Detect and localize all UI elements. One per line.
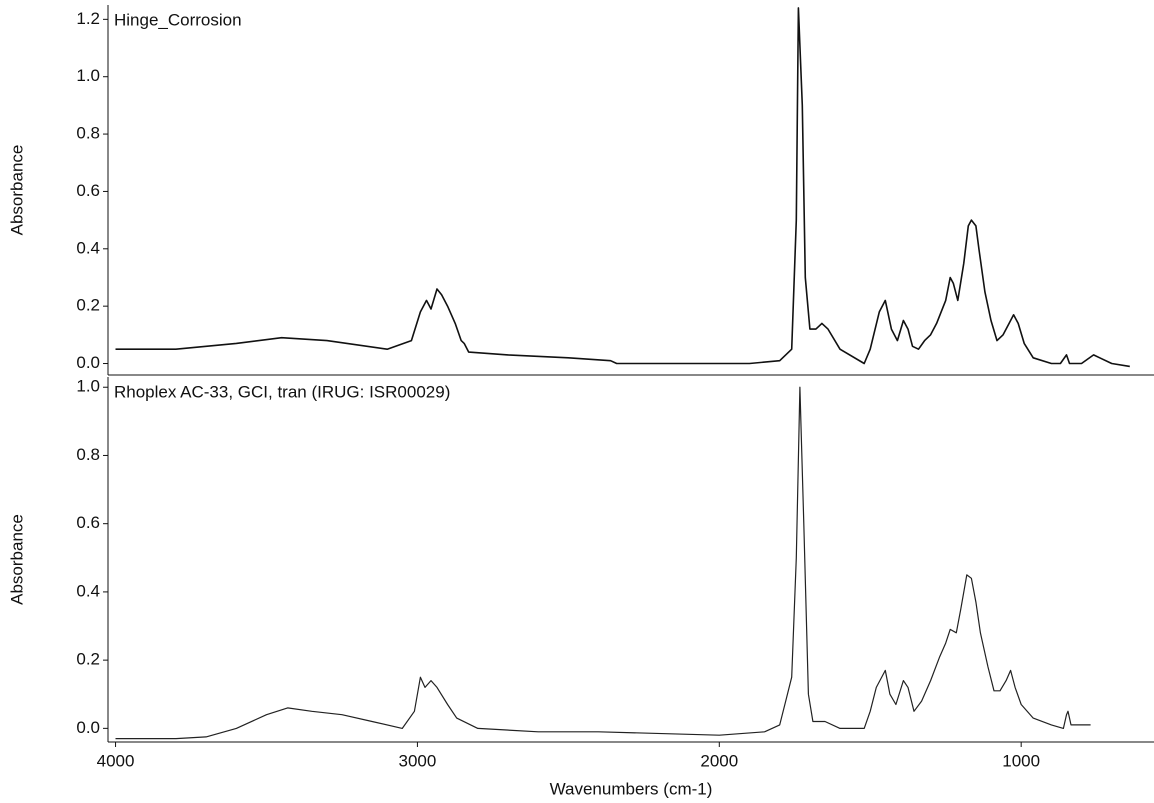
x-axis-label: Wavenumbers (cm-1) [550, 779, 713, 798]
spectrum-line [115, 7, 1130, 368]
y-tick-label: 0.0 [76, 353, 100, 372]
y-tick-label: 0.6 [76, 181, 100, 200]
spectrum-line [115, 386, 1091, 740]
y-tick-label: 0.8 [76, 445, 100, 464]
y-tick-label: 1.2 [76, 9, 100, 28]
y-tick-label: 0.6 [76, 513, 100, 532]
y-tick-label: 0.2 [76, 650, 100, 669]
x-tick-label: 4000 [97, 751, 135, 770]
y-axis-label: Absorbance [7, 514, 26, 605]
y-axis-label: Absorbance [7, 145, 26, 236]
x-tick-label: 2000 [700, 751, 738, 770]
y-tick-label: 0.4 [76, 238, 100, 257]
y-tick-label: 1.0 [76, 377, 100, 396]
y-tick-label: 1.0 [76, 66, 100, 85]
panel-title: Hinge_Corrosion [114, 10, 242, 29]
y-tick-label: 0.8 [76, 124, 100, 143]
y-tick-label: 0.0 [76, 718, 100, 737]
y-tick-label: 0.4 [76, 581, 100, 600]
x-tick-label: 3000 [399, 751, 437, 770]
y-tick-label: 0.2 [76, 296, 100, 315]
x-tick-label: 1000 [1002, 751, 1040, 770]
panel-title: Rhoplex AC-33, GCI, tran (IRUG: ISR00029… [114, 382, 450, 401]
